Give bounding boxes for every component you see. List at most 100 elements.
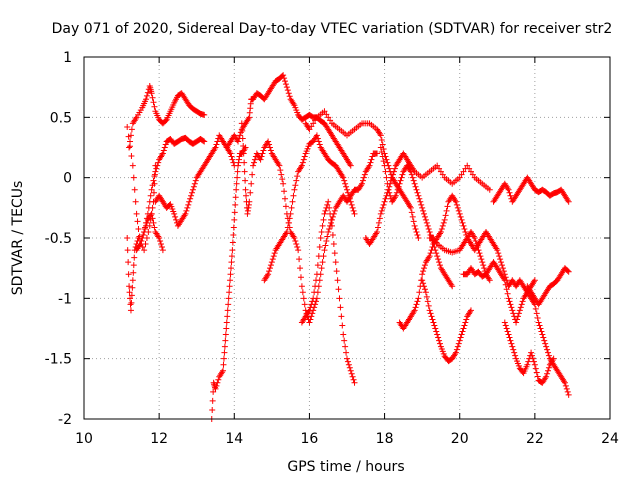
data-point xyxy=(283,84,290,91)
data-point xyxy=(146,222,153,229)
data-point xyxy=(433,328,440,335)
data-point xyxy=(327,117,334,124)
data-point xyxy=(329,213,336,220)
data-point xyxy=(458,171,465,178)
data-point xyxy=(182,210,189,217)
tick-labels: 10 12 14 16 18 20 22 24 -2 -1.5 -1 -0.5 0 0.5 1 xyxy=(45,50,619,447)
data-point xyxy=(440,219,447,226)
data-point xyxy=(128,126,135,133)
data-point xyxy=(127,138,134,145)
data-point xyxy=(455,207,462,214)
data-point xyxy=(378,136,385,143)
data-point xyxy=(424,298,431,305)
data-point xyxy=(141,247,148,254)
data-point xyxy=(350,376,357,383)
data-point xyxy=(230,231,237,238)
data-point xyxy=(421,265,428,272)
data-points xyxy=(124,72,572,422)
data-point xyxy=(538,328,545,335)
data-point xyxy=(126,289,133,296)
data-point xyxy=(234,168,241,175)
data-point xyxy=(532,305,539,312)
data-point xyxy=(340,331,347,338)
data-point xyxy=(321,210,328,217)
data-point xyxy=(213,141,220,148)
data-point xyxy=(504,328,511,335)
data-point xyxy=(306,307,313,314)
data-point xyxy=(545,349,552,356)
data-point xyxy=(325,114,332,121)
data-point xyxy=(249,171,256,178)
data-point xyxy=(435,334,442,341)
data-point xyxy=(134,218,141,225)
data-point xyxy=(349,204,356,211)
data-point xyxy=(409,174,416,181)
series-track-20 xyxy=(524,265,572,308)
data-point xyxy=(188,192,195,199)
data-point xyxy=(301,153,308,160)
data-point xyxy=(145,204,152,211)
data-point xyxy=(287,210,294,217)
data-point xyxy=(293,177,300,184)
data-point xyxy=(309,298,316,305)
data-point xyxy=(344,355,350,362)
data-point xyxy=(251,156,258,163)
data-point xyxy=(428,247,435,254)
data-point xyxy=(346,364,353,371)
x-tick-label: 10 xyxy=(75,431,93,447)
data-point xyxy=(530,358,537,365)
data-point xyxy=(453,201,460,208)
data-point xyxy=(279,176,286,183)
series-track-19 xyxy=(501,319,557,386)
data-point xyxy=(348,201,355,208)
data-point xyxy=(128,299,135,306)
data-point xyxy=(434,253,441,260)
data-point xyxy=(233,180,240,187)
data-point xyxy=(436,259,443,266)
data-point xyxy=(351,210,358,217)
data-point xyxy=(377,210,384,217)
data-point xyxy=(382,195,389,202)
data-point xyxy=(231,216,238,223)
data-point xyxy=(231,209,238,216)
data-point xyxy=(265,271,272,278)
x-tick-label: 22 xyxy=(526,431,544,447)
series-track-11 xyxy=(302,108,422,241)
data-point xyxy=(378,207,385,214)
data-point xyxy=(531,277,538,284)
data-point xyxy=(505,331,512,338)
data-point xyxy=(374,150,381,157)
data-point xyxy=(323,111,330,118)
data-point xyxy=(504,290,511,297)
data-point xyxy=(508,304,515,311)
data-point xyxy=(427,310,434,317)
data-point xyxy=(434,331,441,338)
data-point xyxy=(162,117,169,124)
data-point xyxy=(266,265,273,272)
x-tick-label: 24 xyxy=(601,431,619,447)
data-point xyxy=(300,295,307,302)
data-point xyxy=(232,194,239,201)
data-point xyxy=(515,310,522,317)
data-point xyxy=(325,228,332,235)
data-point xyxy=(456,174,463,181)
data-point xyxy=(565,198,572,205)
data-point xyxy=(564,388,571,395)
data-point xyxy=(486,186,493,193)
data-point xyxy=(280,180,287,187)
data-point xyxy=(314,262,321,269)
data-point xyxy=(142,224,149,231)
data-point xyxy=(467,307,474,314)
y-tick-label: -0.5 xyxy=(45,231,72,247)
data-point xyxy=(377,144,384,151)
data-point xyxy=(296,256,303,263)
data-point xyxy=(131,254,138,261)
data-point xyxy=(437,168,444,175)
data-point xyxy=(184,204,191,211)
data-point xyxy=(323,238,330,245)
data-point xyxy=(397,177,404,184)
data-point xyxy=(452,198,459,205)
data-point xyxy=(412,304,419,311)
data-point xyxy=(288,204,295,211)
data-point xyxy=(502,322,509,329)
